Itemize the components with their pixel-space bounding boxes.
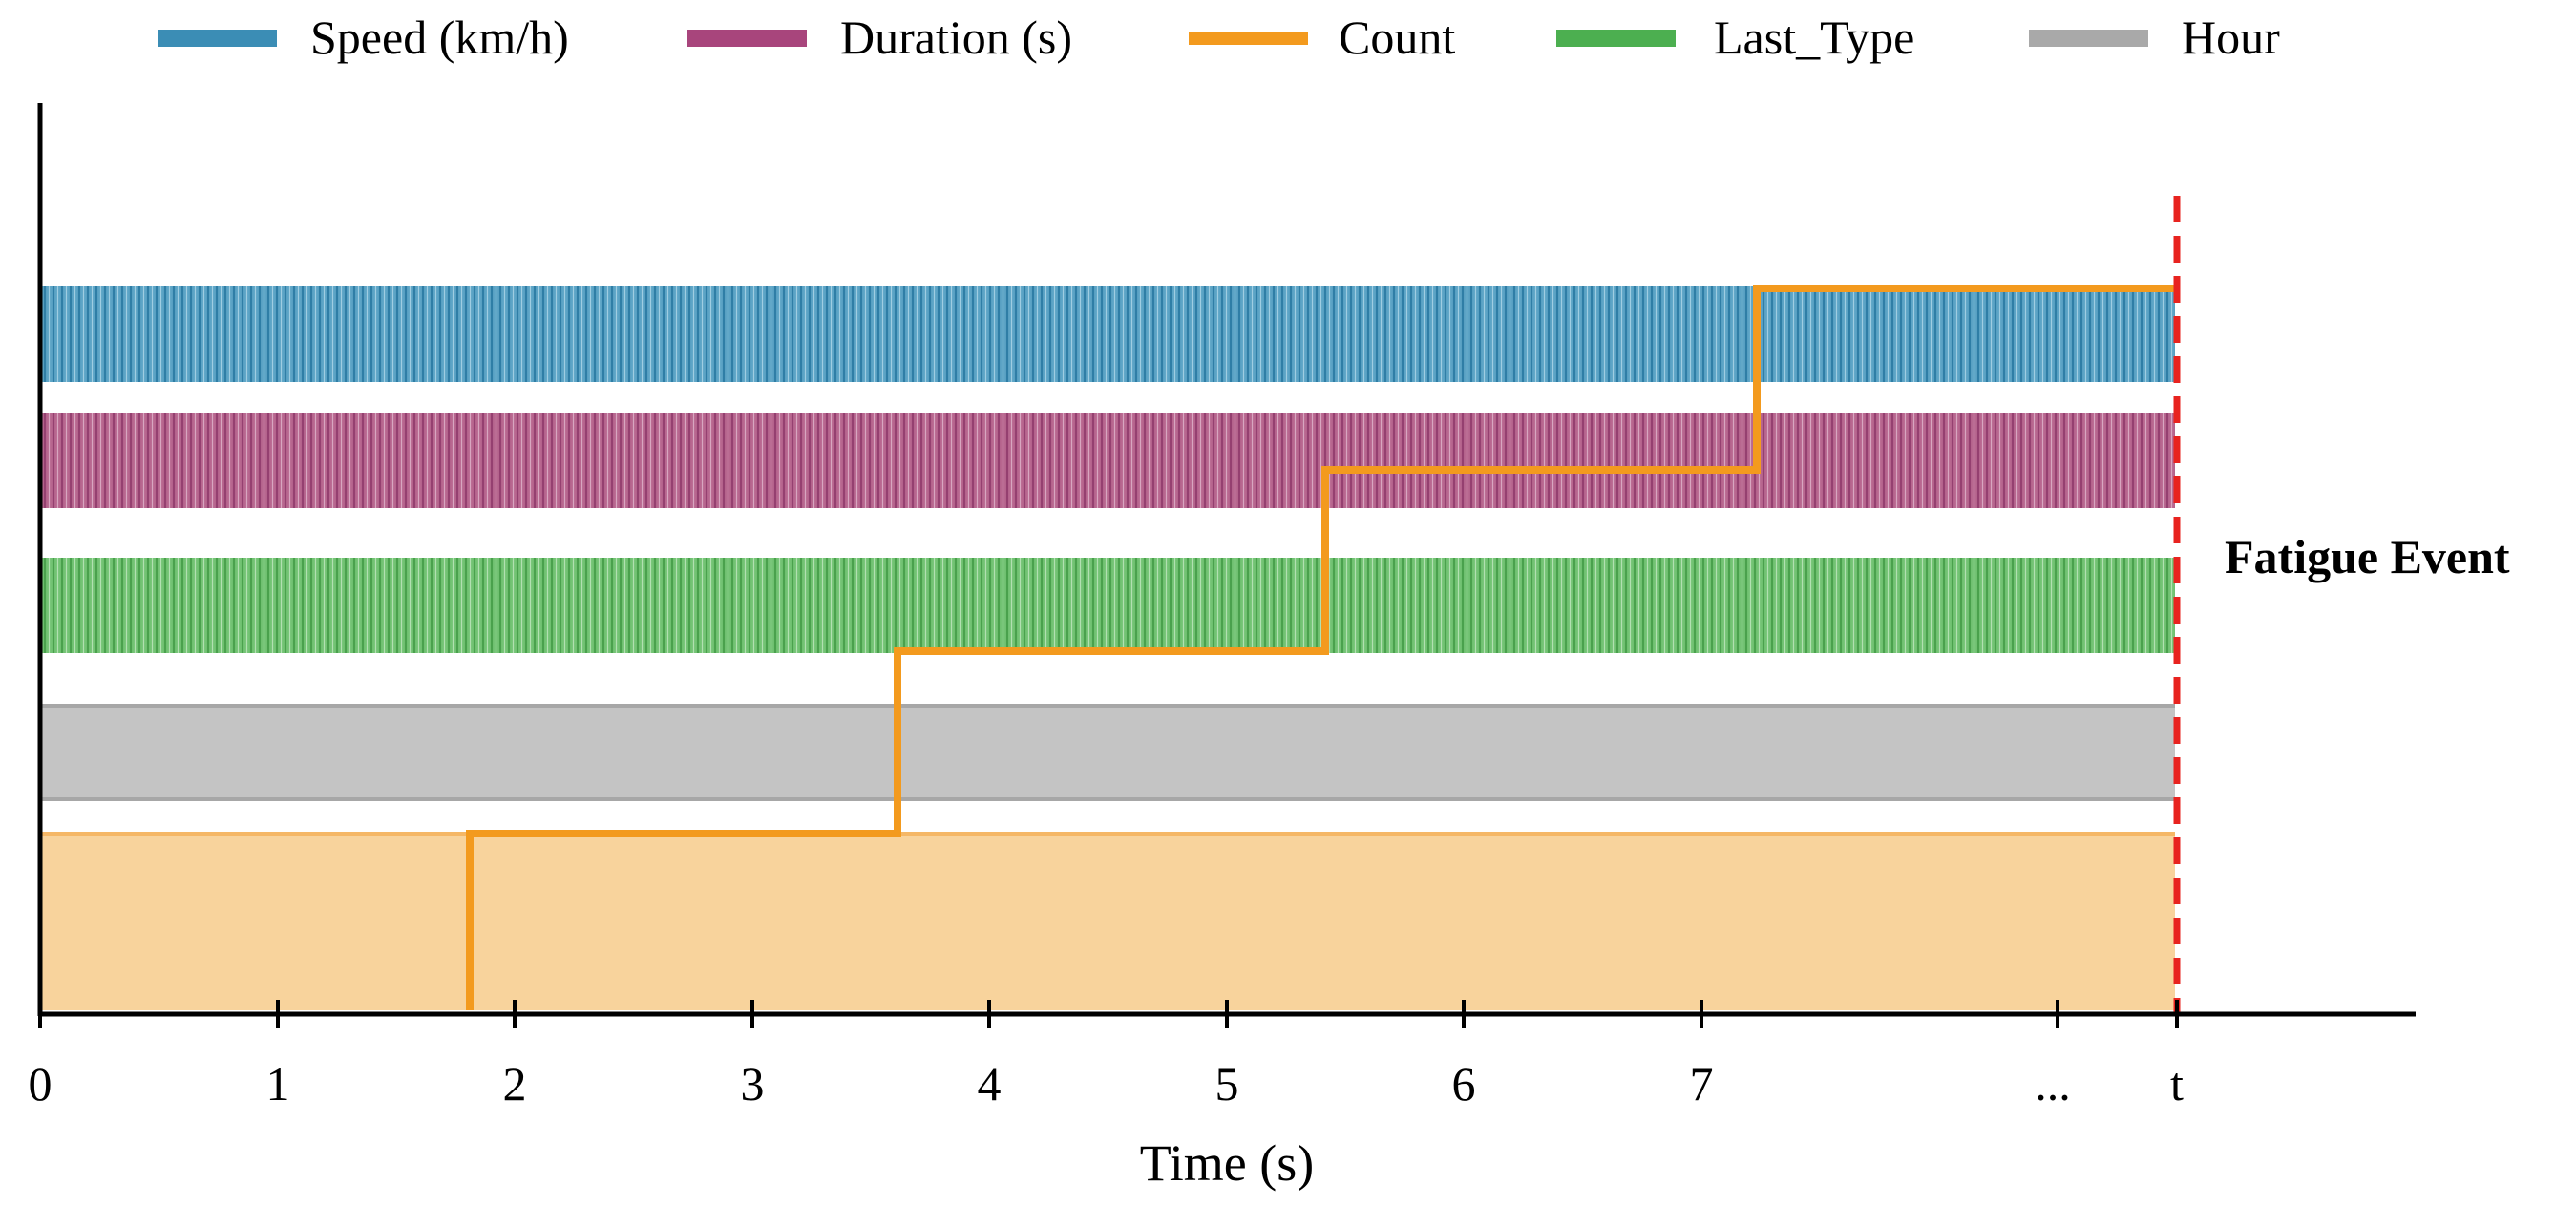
x-tick-label-1: 1 bbox=[266, 1057, 290, 1111]
legend-item-hour: Hour bbox=[2029, 11, 2280, 64]
x-tick-label-6: 6 bbox=[1452, 1057, 1476, 1111]
legend-item-duration: Duration (s) bbox=[687, 11, 1072, 64]
band-duration bbox=[40, 413, 2175, 508]
x-ticks: 0 1 2 3 4 5 6 7 ... t bbox=[29, 1000, 2184, 1111]
x-axis-title: Time (s) bbox=[1140, 1134, 1315, 1192]
x-tick-label-2: 2 bbox=[503, 1057, 527, 1111]
x-tick-label-t: t bbox=[2170, 1057, 2184, 1111]
count-step-line bbox=[466, 285, 2175, 1010]
legend: Speed (km/h) Duration (s) Count Last_Typ… bbox=[158, 11, 2280, 64]
bands-layer bbox=[40, 286, 2175, 1010]
legend-label-count: Count bbox=[1339, 11, 1455, 64]
band-hour bbox=[40, 705, 2175, 800]
fatigue-event-label: Fatigue Event bbox=[2225, 530, 2510, 583]
legend-item-last-type: Last_Type bbox=[1556, 11, 1914, 64]
x-tick-label-5: 5 bbox=[1215, 1057, 1239, 1111]
legend-label-duration: Duration (s) bbox=[840, 11, 1072, 64]
x-tick-label-ellipsis: ... bbox=[2035, 1057, 2071, 1111]
x-tick-label-7: 7 bbox=[1690, 1057, 1714, 1111]
x-tick-label-4: 4 bbox=[978, 1057, 1002, 1111]
band-speed bbox=[40, 286, 2175, 382]
legend-label-hour: Hour bbox=[2182, 11, 2280, 64]
legend-item-count: Count bbox=[1189, 11, 1455, 64]
band-count bbox=[40, 833, 2175, 1010]
legend-item-speed: Speed (km/h) bbox=[158, 11, 569, 64]
band-last-type bbox=[40, 558, 2175, 653]
x-tick-label-0: 0 bbox=[29, 1057, 53, 1111]
legend-label-last-type: Last_Type bbox=[1714, 11, 1914, 64]
legend-label-speed: Speed (km/h) bbox=[310, 11, 569, 64]
x-tick-label-3: 3 bbox=[741, 1057, 765, 1111]
